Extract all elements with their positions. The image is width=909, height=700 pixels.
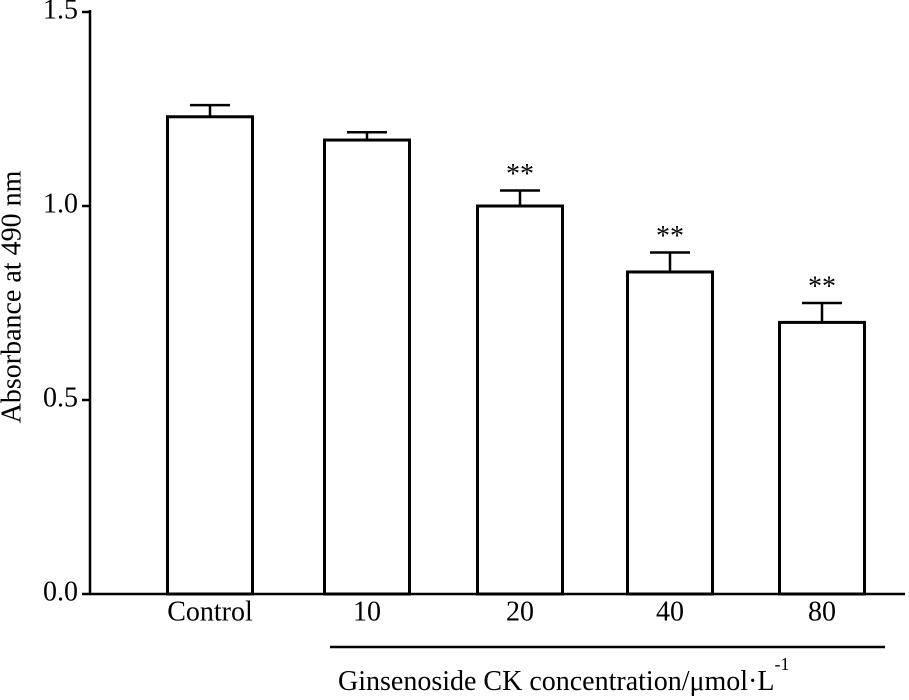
x-tick-label: 20 — [506, 596, 534, 627]
x-axis-label-main: Ginsenoside CK concentration/μmol·L — [338, 666, 774, 697]
bar — [626, 270, 714, 596]
bar — [166, 115, 254, 596]
y-tick-label: 1.0 — [43, 188, 78, 219]
significance-label: ** — [656, 221, 684, 252]
x-tick-label: 80 — [808, 596, 836, 627]
x-tick-label: Control — [167, 596, 253, 627]
x-tick-label: 10 — [353, 596, 381, 627]
bar — [323, 138, 411, 596]
bar — [778, 320, 866, 596]
significance-label: ** — [506, 159, 534, 190]
x-axis-label-superscript: -1 — [774, 654, 789, 674]
x-tick-label: 40 — [656, 596, 684, 627]
y-axis-label: Absorbance at 490 nm — [0, 170, 27, 423]
significance-label: ** — [808, 271, 836, 302]
x-axis-label: Ginsenoside CK concentration/μmol·L-1 — [338, 654, 789, 697]
y-tick-label: 1.5 — [43, 0, 78, 25]
bar — [476, 204, 564, 596]
y-tick-label: 0.0 — [43, 576, 78, 607]
y-tick-label: 0.5 — [43, 382, 78, 413]
